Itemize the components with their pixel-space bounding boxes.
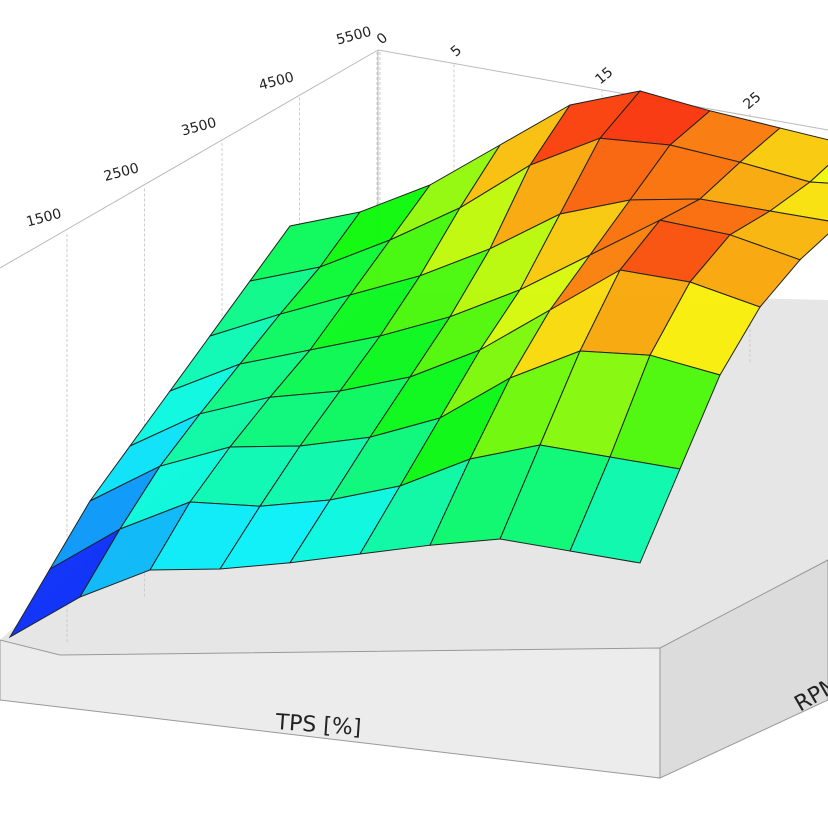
surface-cell <box>808 164 828 184</box>
wall-edge <box>377 49 828 131</box>
floor-front <box>0 639 661 779</box>
surface <box>8 90 828 639</box>
floor-side <box>659 559 828 779</box>
wall-edge <box>0 49 379 269</box>
x-axis-title: TPS [%] <box>274 710 362 741</box>
surface-cell <box>569 456 681 564</box>
